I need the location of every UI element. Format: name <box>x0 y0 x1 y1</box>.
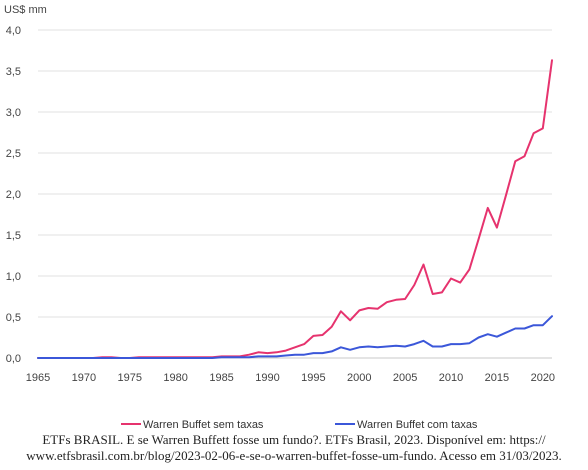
y-tick-label: 0,5 <box>6 312 21 324</box>
y-tick-label: 2,0 <box>6 189 21 201</box>
x-tick-label: 2010 <box>439 372 463 384</box>
y-tick-label: 1,5 <box>6 230 21 242</box>
x-tick-label: 2020 <box>531 372 555 384</box>
y-tick-label: 3,5 <box>6 66 21 78</box>
y-axis-unit-label: US$ mm <box>4 4 47 16</box>
legend-item-com-taxas-label: Warren Buffet com taxas <box>357 419 478 431</box>
y-tick-label: 1,0 <box>6 271 21 283</box>
x-tick-label: 1965 <box>26 372 50 384</box>
x-tick-label: 1980 <box>163 372 187 384</box>
series-line-sem-taxas <box>37 59 553 359</box>
x-tick-label: 1995 <box>301 372 325 384</box>
x-tick-label: 2005 <box>393 372 417 384</box>
y-tick-label: 4,0 <box>6 25 21 37</box>
source-citation-line-2: www.etfsbrasil.com.br/blog/2023-02-06-e-… <box>26 448 562 463</box>
y-tick-label: 0,0 <box>6 353 21 365</box>
x-tick-label: 1990 <box>255 372 279 384</box>
x-tick-label: 2000 <box>347 372 371 384</box>
legend-item-sem-taxas-label: Warren Buffet sem taxas <box>143 419 264 431</box>
y-tick-label: 2,5 <box>6 148 21 160</box>
x-tick-label: 1985 <box>209 372 233 384</box>
x-tick-label: 1975 <box>118 372 142 384</box>
x-tick-label: 2015 <box>485 372 509 384</box>
series-line-com-taxas <box>37 315 553 359</box>
y-tick-label: 3,0 <box>6 107 21 119</box>
source-citation-line-1: ETFs BRASIL. E se Warren Buffett fosse u… <box>42 432 546 447</box>
x-tick-label: 1970 <box>72 372 96 384</box>
